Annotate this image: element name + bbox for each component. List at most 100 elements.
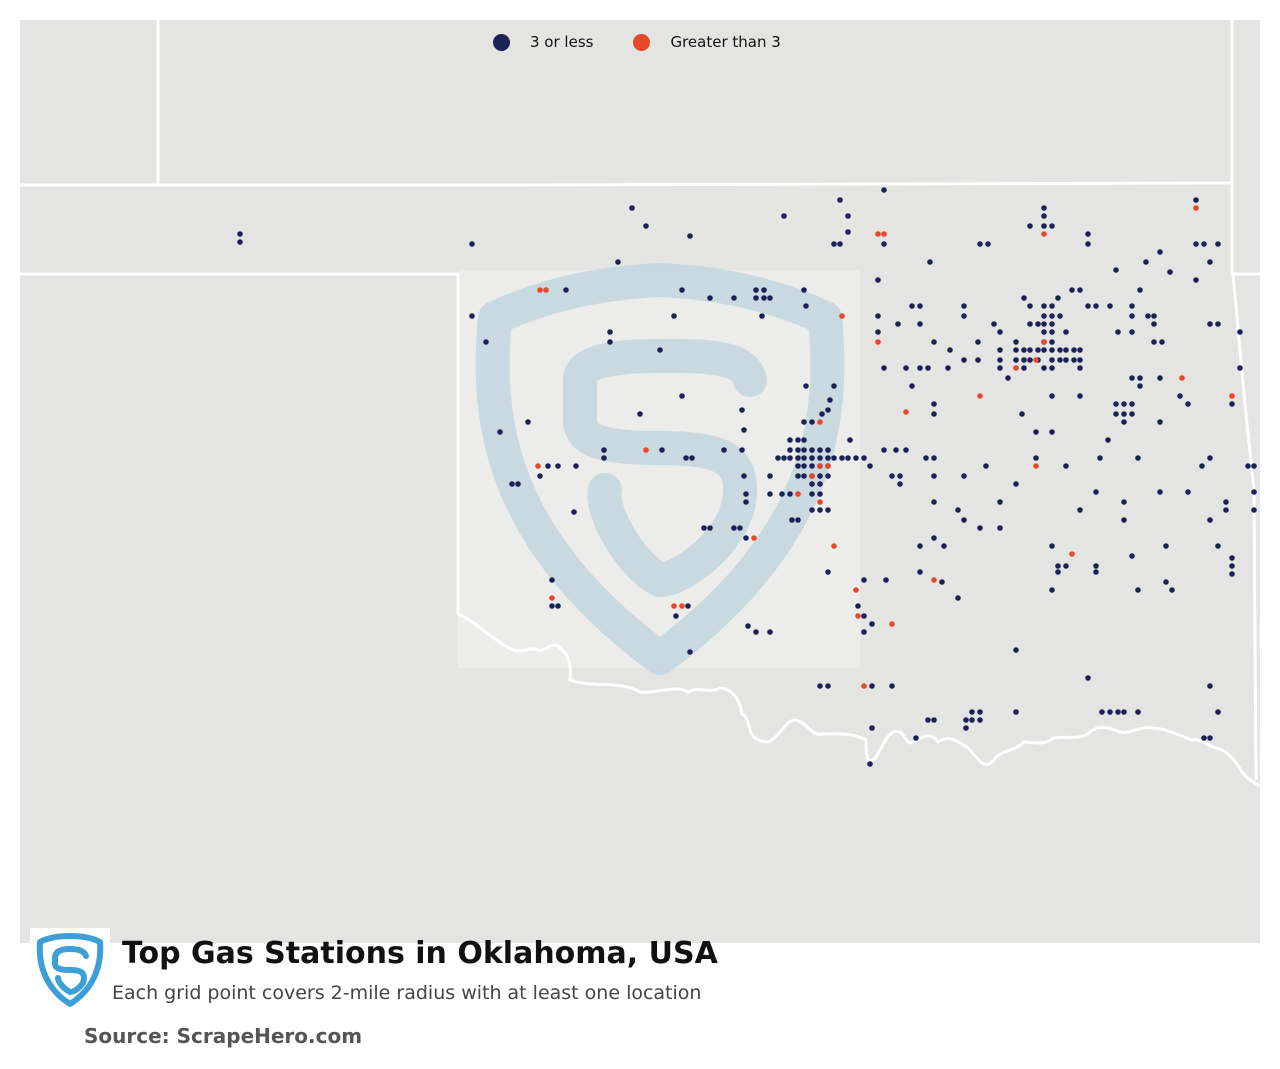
grid-point-low (469, 313, 475, 319)
grid-point-low (1135, 587, 1141, 593)
grid-point-low (659, 447, 665, 453)
grid-point-low (1049, 347, 1055, 353)
grid-point-low (881, 187, 887, 193)
grid-point-low (1163, 579, 1169, 585)
grid-point-high (1069, 551, 1075, 557)
grid-point-low (1013, 709, 1019, 715)
legend-item-high: Greater than 3 (633, 33, 781, 51)
grid-point-low (1207, 321, 1213, 327)
grid-point-low (795, 517, 801, 523)
grid-point-low (809, 447, 815, 453)
grid-point-low (1035, 347, 1041, 353)
grid-point-low (1229, 555, 1235, 561)
grid-point-low (853, 455, 859, 461)
grid-point-low (789, 517, 795, 523)
grid-point-low (1033, 455, 1039, 461)
grid-point-low (897, 473, 903, 479)
oklahoma-map (20, 20, 1260, 788)
grid-point-high (1013, 365, 1019, 371)
grid-point-low (1085, 303, 1091, 309)
grid-point-low (1157, 249, 1163, 255)
grid-point-high (643, 447, 649, 453)
grid-point-low (845, 455, 851, 461)
grid-point-low (1005, 375, 1011, 381)
grid-point-low (673, 613, 679, 619)
grid-point-low (1207, 517, 1213, 523)
grid-point-low (869, 621, 875, 627)
grid-point-high (839, 313, 845, 319)
grid-point-low (759, 313, 765, 319)
grid-point-low (1021, 295, 1027, 301)
grid-point-low (1077, 357, 1083, 363)
grid-point-low (767, 491, 773, 497)
grid-point-low (1113, 401, 1119, 407)
grid-point-low (961, 313, 967, 319)
grid-point-low (671, 313, 677, 319)
grid-point-low (941, 543, 947, 549)
grid-point-low (607, 339, 613, 345)
grid-point-low (761, 287, 767, 293)
grid-point-low (997, 347, 1003, 353)
grid-point-low (1041, 347, 1047, 353)
grid-point-low (1041, 205, 1047, 211)
grid-point-low (1049, 587, 1055, 593)
grid-point-low (601, 447, 607, 453)
grid-point-low (781, 455, 787, 461)
grid-point-low (1121, 499, 1127, 505)
grid-point-low (1237, 365, 1243, 371)
grid-point-low (1027, 321, 1033, 327)
grid-point-low (787, 455, 793, 461)
grid-point-low (837, 241, 843, 247)
grid-point-low (1021, 365, 1027, 371)
grid-point-low (983, 463, 989, 469)
grid-point-low (1077, 507, 1083, 513)
grid-point-low (1193, 277, 1199, 283)
grid-point-low (1071, 357, 1077, 363)
grid-point-low (893, 447, 899, 453)
grid-point-low (825, 455, 831, 461)
grid-point-low (1035, 321, 1041, 327)
grid-point-low (825, 447, 831, 453)
grid-point-low (825, 569, 831, 575)
grid-point-low (817, 481, 823, 487)
grid-point-low (1145, 313, 1151, 319)
grid-point-low (925, 717, 931, 723)
grid-point-low (977, 241, 983, 247)
grid-point-low (469, 241, 475, 247)
grid-point-high (825, 463, 831, 469)
grid-point-low (739, 407, 745, 413)
grid-point-low (795, 473, 801, 479)
grid-point-low (741, 427, 747, 433)
grid-point-low (867, 761, 873, 767)
grid-point-low (1057, 313, 1063, 319)
grid-point-high (537, 287, 543, 293)
grid-point-low (839, 455, 845, 461)
grid-point-low (1013, 647, 1019, 653)
grid-point-low (1177, 393, 1183, 399)
grid-point-high (1041, 231, 1047, 237)
grid-point-low (975, 339, 981, 345)
grid-point-low (1157, 419, 1163, 425)
grid-point-low (875, 277, 881, 283)
grid-point-low (939, 579, 945, 585)
grid-point-low (1071, 347, 1077, 353)
grid-point-low (545, 463, 551, 469)
grid-point-low (845, 213, 851, 219)
grid-point-low (861, 629, 867, 635)
grid-point-low (917, 569, 923, 575)
grid-point-low (817, 683, 823, 689)
grid-point-low (961, 303, 967, 309)
grid-point-low (817, 491, 823, 497)
grid-point-low (861, 613, 867, 619)
grid-point-high (817, 499, 823, 505)
grid-point-low (801, 419, 807, 425)
grid-point-low (1027, 347, 1033, 353)
grid-point-low (1049, 393, 1055, 399)
grid-point-low (1199, 463, 1205, 469)
grid-point-low (1201, 241, 1207, 247)
grid-point-low (825, 507, 831, 513)
grid-point-low (1049, 429, 1055, 435)
grid-point-low (917, 365, 923, 371)
grid-point-low (1107, 709, 1113, 715)
grid-point-low (1121, 709, 1127, 715)
